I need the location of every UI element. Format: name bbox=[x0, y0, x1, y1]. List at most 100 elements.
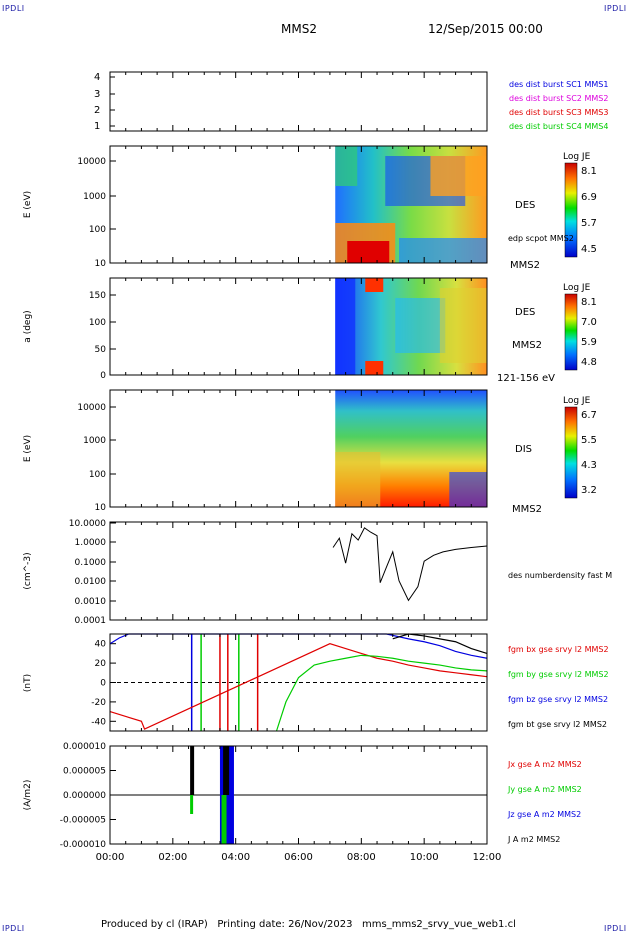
bfield-legend-entry: fgm bx gse srvy l2 MMS2 bbox=[508, 645, 609, 654]
density-ytick-label: 0.1000 bbox=[75, 558, 107, 568]
burst-ytick-label: 2 bbox=[94, 105, 100, 116]
density-series-line bbox=[332, 527, 488, 602]
bfield-legend-entry: fgm bz gse srvy l2 MMS2 bbox=[508, 695, 608, 704]
heatmap-ytick-label: 10000 bbox=[77, 157, 106, 167]
pa-middle-cyan bbox=[395, 298, 446, 353]
dis-late-low-energy bbox=[449, 472, 487, 507]
datetime-title: 12/Sep/2015 00:00 bbox=[428, 22, 543, 36]
colorbar-tick-label: 5.5 bbox=[581, 435, 597, 446]
colorbar-tick-label: 6.7 bbox=[581, 410, 597, 421]
colorbar-tick-label: 7.0 bbox=[581, 317, 597, 328]
bfield-legend-entry: fgm bt gse srvy l2 MMS2 bbox=[508, 720, 607, 729]
colorbar-tick-label: 8.1 bbox=[581, 297, 597, 308]
colorbar-tick-label: 4.8 bbox=[581, 357, 597, 368]
current-ytick-label: -0.000010 bbox=[60, 840, 106, 850]
bfield-series-line bbox=[109, 643, 488, 730]
des-high-energy-patch bbox=[335, 146, 358, 186]
time-xtick-label: 08:00 bbox=[347, 852, 376, 863]
colorbar-title: Log JE bbox=[563, 152, 591, 162]
burst-legend-entry: des dist burst SC2 MMS2 bbox=[509, 94, 608, 103]
current-ytick-label: 0.000010 bbox=[63, 742, 106, 752]
heatmap-side-label: DIS bbox=[515, 444, 532, 455]
footer-credit: Produced by cl (IRAP) Printing date: 26/… bbox=[101, 919, 516, 930]
heatmap-side-label: DES bbox=[515, 307, 535, 318]
spacecraft-title: MMS2 bbox=[281, 22, 317, 36]
heatmap-side-label: MMS2 bbox=[510, 260, 540, 271]
current-legend-entry: Jy gse A m2 MMS2 bbox=[507, 785, 582, 794]
heatmap-ytick-label: 100 bbox=[89, 318, 106, 328]
heatmap-ytick-label: 150 bbox=[89, 291, 106, 301]
heatmap-side-label: MMS2 bbox=[512, 340, 542, 351]
bfield-legend-entry: fgm by gse srvy l2 MMS2 bbox=[508, 670, 609, 679]
time-xtick-label: 00:00 bbox=[96, 852, 125, 863]
bfield-ytick-label: 40 bbox=[95, 640, 107, 650]
colorbar-tick-label: 3.2 bbox=[581, 485, 597, 496]
time-xtick-label: 04:00 bbox=[221, 852, 250, 863]
bfield-ytick-label: 20 bbox=[95, 659, 107, 669]
corner-label-top-left: IPDLI bbox=[2, 4, 25, 13]
heatmap-ylabel: a (deg) bbox=[23, 310, 33, 342]
corner-label-bottom-right: IPDLI bbox=[604, 924, 627, 933]
pa-start-blue-band bbox=[335, 278, 356, 375]
current-ytick-label: 0.000000 bbox=[63, 791, 106, 801]
density-ytick-label: 10.0000 bbox=[69, 519, 106, 529]
colorbar-bar bbox=[564, 406, 578, 499]
des-low-energy-peak bbox=[347, 241, 390, 263]
des-late-high-energy-band bbox=[430, 156, 487, 196]
pitch-angle-spectrogram-features bbox=[335, 278, 487, 375]
burst-ytick-label: 3 bbox=[94, 89, 100, 100]
time-xtick-label: 06:00 bbox=[284, 852, 313, 863]
density-ytick-label: 1.0000 bbox=[75, 538, 107, 548]
bfield-ytick-label: -20 bbox=[91, 698, 106, 708]
current-legend-entry: Jx gse A m2 MMS2 bbox=[507, 760, 582, 769]
burst-legend-entry: des dist burst SC3 MMS3 bbox=[509, 108, 608, 117]
current-ytick-label: -0.000005 bbox=[60, 816, 106, 826]
bfield-ylabel: (nT) bbox=[23, 674, 33, 692]
time-xtick-label: 10:00 bbox=[410, 852, 439, 863]
dis-low-energy-patch bbox=[335, 452, 381, 507]
heatmap-ytick-label: 0 bbox=[100, 371, 106, 381]
panel-frame bbox=[109, 521, 488, 621]
pa-field-aligned-top bbox=[365, 278, 384, 292]
heatmap-ytick-label: 1000 bbox=[83, 192, 106, 202]
heatmap-side-label: edp scpot MMS2 bbox=[508, 234, 574, 243]
time-xtick-label: 12:00 bbox=[473, 852, 502, 863]
density-ytick-label: 0.0100 bbox=[75, 577, 107, 587]
burst-legend-entry: des dist burst SC1 MMS1 bbox=[509, 80, 608, 89]
current-burst-black bbox=[223, 746, 230, 795]
colorbar-tick-label: 4.3 bbox=[581, 460, 597, 471]
heatmap-side-label: MMS2 bbox=[512, 504, 542, 515]
bfield-ytick-label: 0 bbox=[100, 679, 106, 689]
heatmap-ytick-label: 10 bbox=[95, 259, 107, 269]
pa-late-yellow bbox=[439, 288, 487, 363]
bfield-series-line bbox=[109, 633, 488, 659]
heatmap-ytick-label: 50 bbox=[95, 345, 107, 355]
current-spike-black-1 bbox=[190, 746, 195, 795]
current-legend-entry: Jz gse A m2 MMS2 bbox=[507, 810, 581, 819]
density-legend-entry: des numberdensity fast M bbox=[508, 571, 612, 580]
current-ytick-label: 0.000005 bbox=[63, 767, 106, 777]
density-ytick-label: 0.0001 bbox=[75, 616, 107, 626]
burst-ytick-label: 4 bbox=[94, 72, 100, 83]
bfield-series-line bbox=[275, 654, 488, 732]
heatmap-ytick-label: 10000 bbox=[77, 403, 106, 413]
current-legend-entry: J A m2 MMS2 bbox=[507, 835, 560, 844]
heatmap-side-label: DES bbox=[515, 200, 535, 211]
density-ytick-label: 0.0010 bbox=[75, 597, 107, 607]
heatmap-ytick-label: 100 bbox=[89, 470, 106, 480]
panel-frame bbox=[109, 71, 488, 132]
colorbar-title: Log JE bbox=[563, 396, 591, 406]
heatmap-ytick-label: 1000 bbox=[83, 436, 106, 446]
colorbar-title: Log JE bbox=[563, 283, 591, 293]
colorbar-tick-label: 5.7 bbox=[581, 218, 597, 229]
colorbar-bar bbox=[564, 162, 578, 258]
colorbar-tick-label: 8.1 bbox=[581, 166, 597, 177]
corner-label-bottom-left: IPDLI bbox=[2, 924, 25, 933]
current-ylabel: (A/m2) bbox=[23, 780, 33, 811]
burst-legend-entry: des dist burst SC4 MMS4 bbox=[509, 122, 608, 131]
current-burst-green bbox=[221, 795, 227, 844]
pa-field-aligned-bottom bbox=[365, 361, 384, 375]
heatmap-ylabel: E (eV) bbox=[23, 435, 33, 462]
heatmap-ytick-label: 100 bbox=[89, 225, 106, 235]
current-spike-green-1 bbox=[190, 795, 194, 814]
